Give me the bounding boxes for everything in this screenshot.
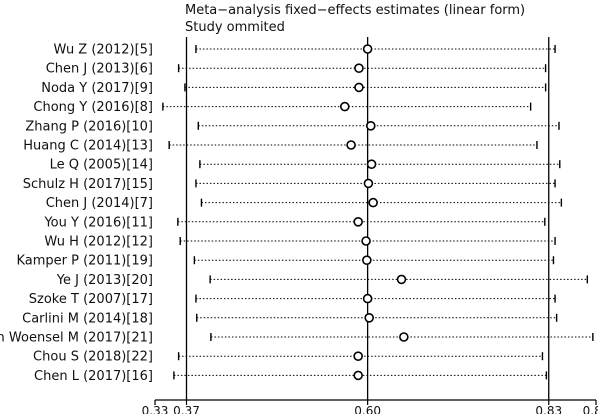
estimate-marker-11 bbox=[362, 255, 372, 266]
estimate-marker-12 bbox=[396, 274, 407, 285]
estimate-marker-4 bbox=[365, 121, 376, 131]
estimate-marker-6 bbox=[366, 159, 377, 169]
estimate-marker-15 bbox=[399, 332, 409, 342]
study-label-11: Kamper P (2011)[19] bbox=[16, 254, 153, 269]
estimate-marker-1 bbox=[354, 63, 364, 73]
estimate-marker-17 bbox=[353, 370, 363, 381]
study-label-10: Wu H (2012)[12] bbox=[44, 235, 153, 250]
estimate-marker-13 bbox=[362, 293, 373, 304]
study-label-1: Chen J (2013)[6] bbox=[46, 62, 153, 77]
chart-subtitle: Study ommited bbox=[185, 20, 285, 35]
study-label-5: Huang C (2014)[13] bbox=[23, 139, 153, 154]
study-label-2: Noda Y (2017)[9] bbox=[41, 81, 153, 96]
estimate-marker-10 bbox=[361, 236, 371, 246]
study-label-8: Chen J (2014)[7] bbox=[46, 196, 153, 211]
plot-area: 0.33 0.37 0.60 0.83 0.89 Wu Z (2012)[5] Chen J… bbox=[0, 37, 598, 414]
estimate-marker-7 bbox=[363, 178, 374, 189]
study-label-16: Chou S (2018)[22] bbox=[33, 350, 153, 365]
estimate-marker-2 bbox=[354, 82, 364, 93]
chart-title: Meta−analysis fixed−effects estimates (l… bbox=[185, 3, 525, 18]
estimate-marker-3 bbox=[339, 101, 350, 112]
study-label-9: You Y (2016)[11] bbox=[43, 215, 153, 230]
estimate-marker-16 bbox=[353, 351, 363, 362]
x-tick-label-0: 0.33 bbox=[142, 404, 169, 414]
x-tick-label-1: 0.37 bbox=[173, 404, 200, 414]
study-label-15: Van Woensel M (2017)[21] bbox=[0, 331, 153, 346]
study-label-17: Chen L (2017)[16] bbox=[34, 369, 153, 384]
study-label-6: Le Q (2005)[14] bbox=[50, 158, 153, 173]
estimate-marker-9 bbox=[353, 217, 363, 227]
x-tick-label-4: 0.89 bbox=[583, 404, 598, 414]
study-label-14: Carlini M (2014)[18] bbox=[22, 311, 153, 326]
x-tick-label-3: 0.83 bbox=[535, 404, 562, 414]
study-label-7: Schulz H (2017)[15] bbox=[23, 177, 153, 192]
study-label-4: Zhang P (2016)[10] bbox=[25, 119, 153, 134]
estimate-marker-0 bbox=[362, 44, 373, 54]
study-label-13: Szoke T (2007)[17] bbox=[29, 292, 153, 307]
x-tick-label-2: 0.60 bbox=[354, 404, 381, 414]
estimate-marker-8 bbox=[368, 197, 378, 208]
estimate-marker-5 bbox=[346, 140, 356, 150]
study-label-3: Chong Y (2016)[8] bbox=[33, 100, 153, 115]
estimate-marker-14 bbox=[364, 312, 375, 323]
study-label-12: Ye J (2013)[20] bbox=[56, 273, 153, 288]
study-label-0: Wu Z (2012)[5] bbox=[54, 43, 153, 58]
